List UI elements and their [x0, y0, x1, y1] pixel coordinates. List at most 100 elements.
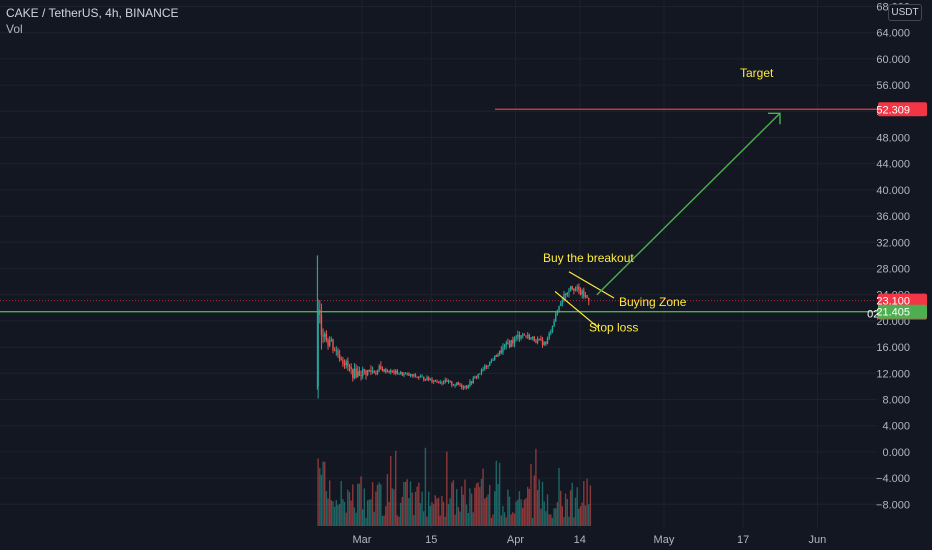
candle-body — [522, 334, 524, 336]
volume-bar — [355, 512, 357, 526]
annotation-label: Target — [740, 66, 774, 80]
candle-body — [454, 385, 456, 386]
candle-body — [467, 386, 469, 388]
volume-bar — [444, 516, 446, 526]
annotation-label: Buying Zone — [619, 295, 687, 309]
volume-bar — [383, 515, 385, 526]
price-axis-tick-label: 0.000 — [882, 447, 910, 459]
candle-body — [449, 381, 451, 382]
candle-body — [510, 340, 512, 348]
volume-bar — [340, 481, 342, 526]
time-axis: Mar 15 Apr 14 May 17 Jun — [0, 528, 877, 550]
volume-bar — [494, 491, 496, 526]
volume-bar — [342, 499, 344, 526]
candle-body — [502, 347, 504, 353]
candle-body — [497, 354, 499, 357]
volume-bar — [512, 512, 514, 526]
volume-bar — [419, 503, 422, 526]
candle-body — [553, 321, 555, 327]
candle-body — [385, 369, 387, 373]
volume-bar — [584, 505, 587, 526]
candle-body — [337, 350, 339, 355]
candle-body — [452, 384, 455, 386]
volume-bar — [543, 501, 545, 526]
time-axis-tick-label: Jun — [809, 534, 827, 546]
volume-bar — [535, 448, 537, 526]
volume-bar — [337, 504, 339, 526]
candle-body — [500, 350, 502, 353]
candle-body — [362, 369, 364, 376]
candle-body — [555, 313, 557, 322]
candle-body — [357, 371, 359, 378]
volume-bar — [357, 483, 359, 526]
candle-body — [317, 310, 319, 387]
volume-bar — [416, 486, 418, 526]
candle-body — [465, 385, 468, 388]
volume-bar — [531, 518, 534, 526]
volume-bar — [449, 498, 451, 526]
volume-bar — [518, 491, 521, 526]
price-axis-tick-label: 48.000 — [876, 133, 910, 145]
candle-body — [531, 336, 534, 338]
volume-bar — [583, 481, 585, 526]
volume-bar — [447, 504, 450, 526]
candle-body — [583, 290, 585, 297]
candle-body — [525, 335, 527, 337]
candle-body — [401, 372, 403, 376]
volume-bar — [347, 489, 349, 526]
time-axis-tick-label: 17 — [737, 534, 749, 546]
volume-bar — [508, 496, 511, 526]
candle-body — [541, 339, 544, 346]
volume-bar — [408, 498, 410, 526]
volume-bar — [429, 505, 431, 526]
candle-body — [492, 360, 494, 361]
volume-bar — [576, 487, 578, 526]
candle-body — [340, 358, 342, 361]
price-label-text: 52.309 — [876, 104, 910, 116]
candle-body — [421, 376, 423, 378]
candle-body — [347, 361, 349, 367]
candle-body — [365, 370, 367, 376]
volume-bar — [462, 494, 464, 526]
candle-body — [469, 381, 471, 387]
volume-bar — [317, 458, 319, 526]
volume-bar — [495, 460, 497, 526]
candle-body — [548, 333, 550, 339]
candle-body — [472, 378, 474, 383]
candle-body — [464, 385, 466, 388]
volume-bar — [480, 478, 483, 526]
volume-bar — [333, 506, 336, 526]
time-axis-background — [0, 528, 877, 550]
currency-scale-button[interactable]: USDT — [888, 4, 922, 21]
candle-body — [568, 290, 570, 293]
candle-body — [338, 354, 341, 359]
candle-body — [332, 339, 334, 351]
candle-body — [333, 350, 336, 351]
volume-bar — [561, 506, 563, 526]
volume-bar — [459, 511, 461, 526]
volume-bar — [441, 495, 443, 526]
candle-body — [431, 379, 433, 382]
candle-body — [533, 336, 535, 342]
volume-bar — [327, 498, 329, 526]
candle-body — [560, 303, 562, 306]
price-axis-tick-label: 4.000 — [882, 421, 910, 433]
volume-bar — [500, 515, 502, 526]
candle-body — [512, 340, 514, 344]
candle-body — [444, 380, 446, 384]
candle-body — [538, 338, 540, 340]
volume-bar — [395, 450, 397, 526]
price-candles — [316, 255, 590, 399]
volume-bar — [564, 493, 567, 526]
candle-body — [393, 371, 395, 374]
volume-bar — [528, 488, 530, 526]
volume-bar — [436, 498, 438, 526]
candle-body — [588, 297, 590, 302]
volume-bar — [404, 481, 407, 526]
volume-bar — [538, 479, 540, 526]
candle-body — [355, 368, 357, 378]
volume-bar — [329, 480, 331, 526]
volume-bar — [454, 514, 456, 526]
volume-bar — [536, 490, 539, 526]
